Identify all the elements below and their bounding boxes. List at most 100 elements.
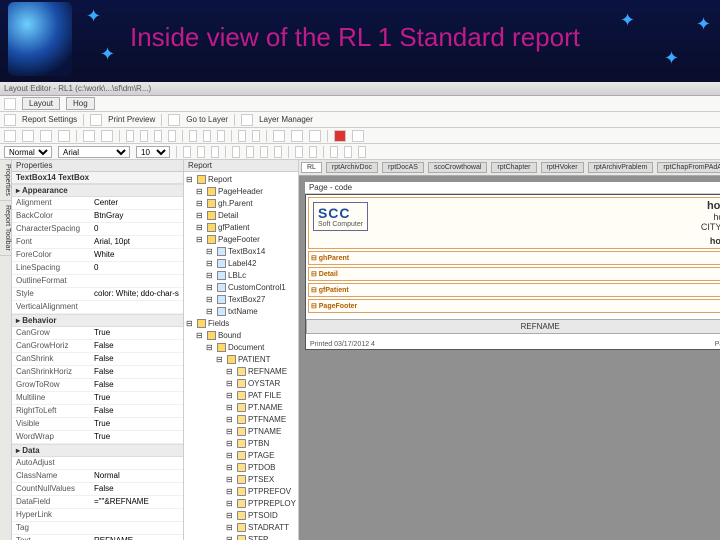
prop-row[interactable]: MultilineTrue — [12, 392, 183, 405]
preview-icon[interactable] — [90, 114, 102, 126]
report-page[interactable]: SCC Soft Computer hospName hospStreet CI… — [305, 194, 720, 350]
tree-node[interactable]: ⊟ gh.Parent — [186, 198, 296, 210]
selected-object[interactable]: TextBox14 TextBox — [12, 172, 183, 184]
tree-node[interactable]: ⊟ Report — [186, 174, 296, 186]
tree-node[interactable]: ⊟ PTSEX — [186, 474, 296, 486]
tree-node[interactable]: ⊟ PTAGE — [186, 450, 296, 462]
tree-node[interactable]: ⊟ PTSOID — [186, 510, 296, 522]
cut-icon[interactable] — [22, 130, 34, 142]
tree-node[interactable]: ⊟ Bound — [186, 330, 296, 342]
hog-tab[interactable]: Hog — [66, 97, 95, 110]
report-settings-button[interactable]: Report Settings — [22, 115, 77, 124]
zoom-icon[interactable] — [309, 130, 321, 142]
prop-row[interactable]: DataField=""&REFNAME — [12, 496, 183, 509]
tree-node[interactable]: ⊟ STADRATT — [186, 522, 296, 534]
tree-node[interactable]: ⊟ PTNAME — [186, 426, 296, 438]
prop-row[interactable]: CanShrinkHorizFalse — [12, 366, 183, 379]
tree-node[interactable]: ⊟ STFP — [186, 534, 296, 540]
settings-icon[interactable] — [4, 114, 16, 126]
stop-icon[interactable] — [352, 130, 364, 142]
prop-row[interactable]: HyperLink — [12, 509, 183, 522]
backcolor-icon[interactable] — [309, 146, 317, 158]
prop-row[interactable]: CanGrowHorizFalse — [12, 340, 183, 353]
report-band[interactable]: ⊟ Detail — [308, 267, 720, 281]
align-left-icon[interactable] — [232, 146, 240, 158]
tree-node[interactable]: ⊟ PTPREFOV — [186, 486, 296, 498]
tree-node[interactable]: ⊟ PAT FILE — [186, 390, 296, 402]
prop-row[interactable]: Stylecolor: White; ddo-char-set: — [12, 288, 183, 301]
report-band[interactable]: ⊟ gfPatient — [308, 283, 720, 297]
prop-row[interactable]: RightToLeftFalse — [12, 405, 183, 418]
snap-icon[interactable] — [291, 130, 303, 142]
redo-icon[interactable] — [101, 130, 113, 142]
prop-row[interactable]: AutoAdjust — [12, 457, 183, 470]
prop-row[interactable]: VerticalAlignment — [12, 301, 183, 314]
copy-icon[interactable] — [40, 130, 52, 142]
style-select[interactable]: Normal — [4, 146, 52, 158]
spacing-icon[interactable] — [217, 130, 225, 142]
tree-node[interactable]: ⊟ TextBox27 — [186, 294, 296, 306]
forecolor-icon[interactable] — [295, 146, 303, 158]
tree-node[interactable]: ⊟ PageHeader — [186, 186, 296, 198]
save-icon[interactable] — [4, 130, 16, 142]
italic-icon[interactable] — [197, 146, 205, 158]
side-tab-toolbar[interactable]: Report Toolbar — [0, 201, 11, 256]
prop-row[interactable]: FontArial, 10pt — [12, 236, 183, 249]
prop-row[interactable]: CanGrowTrue — [12, 327, 183, 340]
tree-node[interactable]: ⊟ Document — [186, 342, 296, 354]
align-icon[interactable] — [126, 130, 134, 142]
paste-icon[interactable] — [58, 130, 70, 142]
tab[interactable]: rptChapFromPAdA — [657, 162, 720, 173]
prop-row[interactable]: TextREFNAME — [12, 535, 183, 540]
tree-node[interactable]: ⊟ Fields — [186, 318, 296, 330]
page-header-band[interactable]: SCC Soft Computer hospName hospStreet CI… — [308, 197, 720, 249]
record-icon[interactable] — [334, 130, 346, 142]
prop-category[interactable]: ▸ Behavior — [12, 314, 183, 327]
prop-row[interactable]: LineSpacing0 — [12, 262, 183, 275]
tree-node[interactable]: ⊟ PTBN — [186, 438, 296, 450]
spacing-icon[interactable] — [203, 130, 211, 142]
layout-tab[interactable]: Layout — [22, 97, 60, 110]
tree-node[interactable]: ⊟ PageFooter — [186, 234, 296, 246]
tree-node[interactable]: ⊟ LBLc — [186, 270, 296, 282]
prop-row[interactable]: VisibleTrue — [12, 418, 183, 431]
prop-row[interactable]: OutlineFormat — [12, 275, 183, 288]
align-icon[interactable] — [140, 130, 148, 142]
align-icon[interactable] — [168, 130, 176, 142]
prop-row[interactable]: WordWrapTrue — [12, 431, 183, 444]
prop-row[interactable]: GrowToRowFalse — [12, 379, 183, 392]
tree-node[interactable]: ⊟ CustomControl1 — [186, 282, 296, 294]
align-center-icon[interactable] — [246, 146, 254, 158]
bold-icon[interactable] — [183, 146, 191, 158]
size-select[interactable]: 10 — [136, 146, 170, 158]
tree-node[interactable]: ⊟ PTDOB — [186, 462, 296, 474]
tab[interactable]: scoCrowthowal — [428, 162, 487, 173]
tab[interactable]: rptArchivPrablem — [588, 162, 654, 173]
prop-row[interactable]: Tag — [12, 522, 183, 535]
report-band[interactable]: ⊟ ghParent — [308, 251, 720, 265]
tree-node[interactable]: ⊟ PATIENT — [186, 354, 296, 366]
order-icon[interactable] — [252, 130, 260, 142]
tab[interactable]: RL — [301, 162, 322, 173]
refname-textbox[interactable]: REFNAME — [306, 319, 720, 334]
prop-row[interactable]: CountNullValuesFalse — [12, 483, 183, 496]
layer-icon[interactable] — [168, 114, 180, 126]
align-justify-icon[interactable] — [274, 146, 282, 158]
tree-node[interactable]: ⊟ PTFNAME — [186, 414, 296, 426]
underline-icon[interactable] — [211, 146, 219, 158]
prop-row[interactable]: CharacterSpacing0 — [12, 223, 183, 236]
report-band[interactable]: ⊟ PageFooter — [308, 299, 720, 313]
tree-node[interactable]: ⊟ REFNAME — [186, 366, 296, 378]
active-design-tab[interactable]: Page - code — [305, 182, 720, 194]
tab[interactable]: rptChapter — [491, 162, 536, 173]
align-icon[interactable] — [154, 130, 162, 142]
font-select[interactable]: Arial — [58, 146, 130, 158]
prop-category[interactable]: ▸ Data — [12, 444, 183, 457]
tab[interactable]: rptHVoker — [541, 162, 584, 173]
goto-layer-button[interactable]: Go to Layer — [186, 115, 228, 124]
border-icon[interactable] — [330, 146, 338, 158]
tab[interactable]: rptArchivDoc — [326, 162, 378, 173]
layer-manager-button[interactable]: Layer Manager — [259, 115, 313, 124]
tree-node[interactable]: ⊟ TextBox14 — [186, 246, 296, 258]
tree-node[interactable]: ⊟ Detail — [186, 210, 296, 222]
